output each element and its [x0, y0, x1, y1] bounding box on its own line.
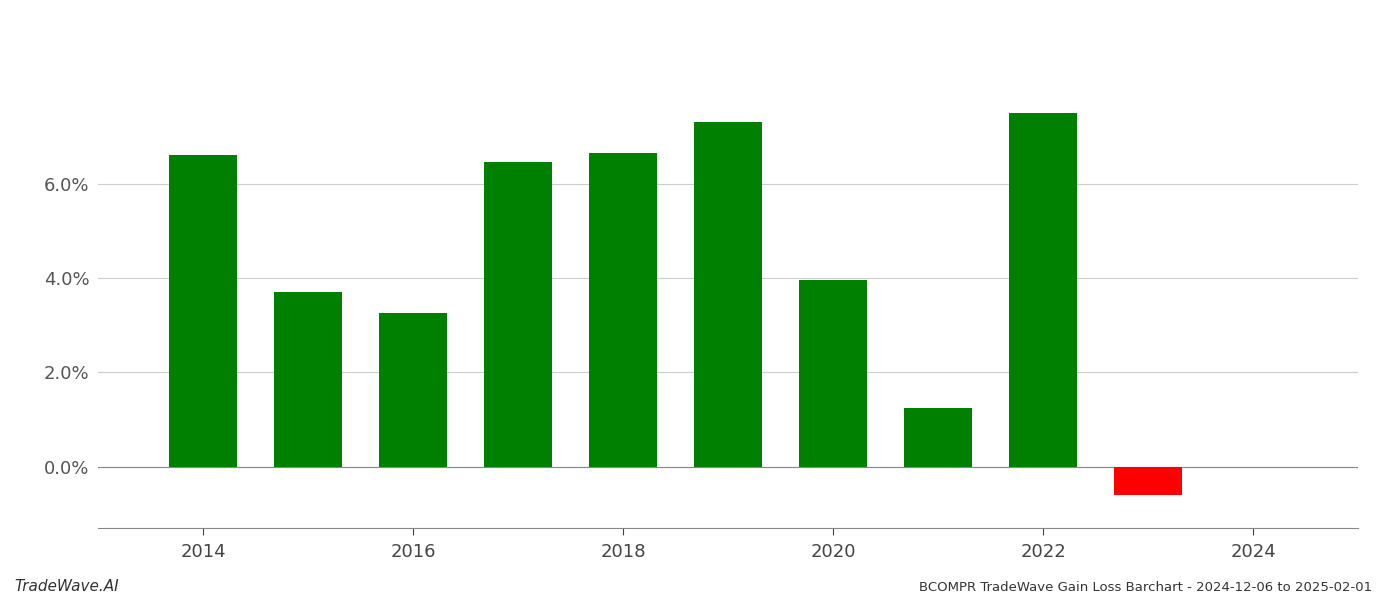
Bar: [274, 292, 342, 467]
Bar: [799, 280, 867, 467]
Bar: [169, 155, 237, 467]
Bar: [379, 313, 447, 467]
Bar: [1009, 113, 1077, 467]
Bar: [1114, 467, 1182, 495]
Text: TradeWave.AI: TradeWave.AI: [14, 579, 119, 594]
Bar: [589, 153, 657, 467]
Bar: [484, 163, 552, 467]
Bar: [904, 407, 972, 467]
Text: BCOMPR TradeWave Gain Loss Barchart - 2024-12-06 to 2025-02-01: BCOMPR TradeWave Gain Loss Barchart - 20…: [918, 581, 1372, 594]
Bar: [694, 122, 762, 467]
